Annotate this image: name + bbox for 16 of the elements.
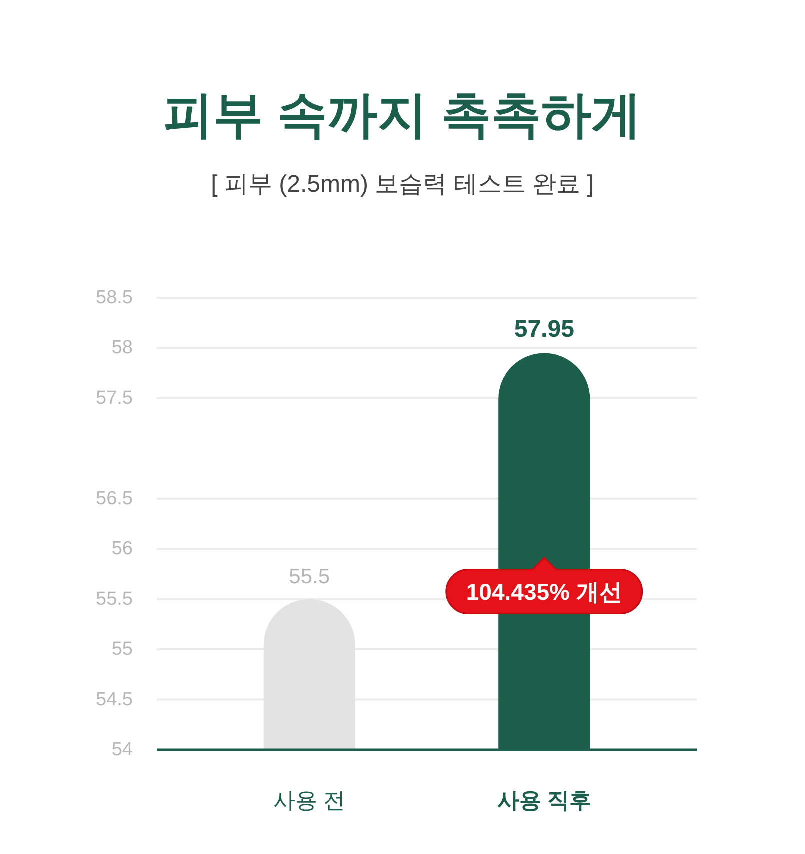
annotation: 104.435% 개선 [466, 578, 622, 605]
x-tick-label: 사용 직후 [497, 788, 592, 813]
data-label: 57.95 [514, 316, 574, 344]
y-tick-label: 58 [112, 338, 133, 359]
y-tick-label: 58.5 [96, 288, 133, 308]
y-tick-label: 55.5 [96, 588, 133, 610]
y-tick-label: 56.5 [96, 488, 133, 510]
title: 피부 속까지 촉촉하게 [164, 87, 642, 143]
x-tick-label: 사용 전 [274, 788, 346, 813]
y-tick-label: 55 [112, 639, 133, 660]
y-tick-label: 54 [112, 740, 134, 760]
data-label: 55.5 [289, 565, 330, 588]
y-tick-label: 54.5 [96, 689, 133, 710]
y-tick-label: 57.5 [96, 388, 133, 409]
subtitle: [ 피부 (2.5mm) 보습력 테스트 완료 ] [211, 171, 594, 198]
y-tick-label: 56 [112, 538, 133, 560]
